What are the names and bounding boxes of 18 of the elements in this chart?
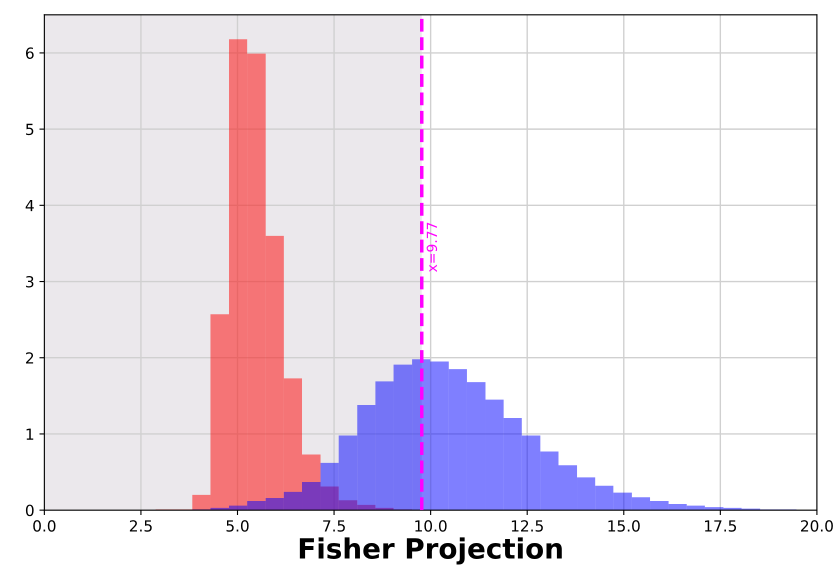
y-tick-label: 6 [26, 47, 34, 59]
y-tick-label: 3 [26, 276, 34, 288]
x-tick-label: 15.0 [608, 520, 640, 532]
x-tick-label: 20.0 [801, 520, 833, 532]
ref-line-label: x=9.77 [426, 222, 438, 272]
x-tick-label: 0.0 [33, 520, 56, 532]
x-tick-label: 12.5 [512, 520, 543, 532]
y-tick-label: 2 [26, 352, 34, 364]
x-axis-title: Fisher Projection [300, 537, 562, 565]
y-tick-label: 0 [26, 504, 34, 516]
x-tick-label: 10.0 [415, 520, 447, 532]
y-tick-label: 5 [26, 124, 34, 136]
y-tick-label: 1 [26, 428, 34, 440]
x-tick-label: 7.5 [323, 520, 345, 532]
x-tick-label: 2.5 [130, 520, 152, 532]
x-tick-label: 5.0 [226, 520, 249, 532]
x-tick-label: 17.5 [705, 520, 736, 532]
y-tick-label: 4 [26, 200, 34, 212]
